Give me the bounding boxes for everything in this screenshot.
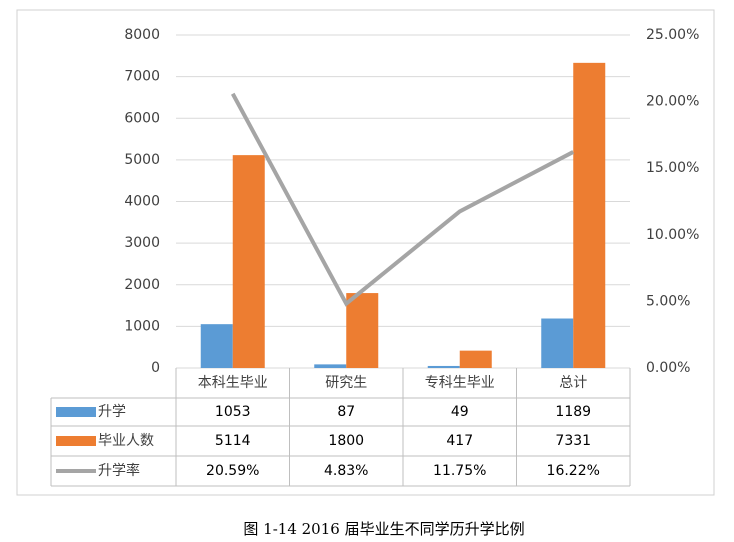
y2-tick-label: 25.00% — [646, 27, 699, 43]
bar — [459, 350, 492, 368]
y-tick-label: 1000 — [124, 318, 160, 334]
y-tick-label: 3000 — [124, 235, 160, 251]
bar — [200, 324, 233, 368]
table-value: 417 — [446, 433, 473, 449]
bar — [346, 293, 379, 368]
x-tick-label: 专科生毕业 — [425, 375, 495, 391]
legend-label: 毕业人数 — [98, 433, 154, 449]
x-tick-label: 本科生毕业 — [198, 375, 268, 391]
bar — [573, 62, 606, 368]
legend-key — [56, 407, 96, 417]
table-value: 7331 — [555, 433, 591, 449]
y2-tick-label: 10.00% — [646, 227, 699, 243]
bar — [232, 155, 265, 368]
table-value: 1800 — [328, 433, 364, 449]
table-value: 49 — [451, 404, 469, 420]
y2-tick-label: 0.00% — [646, 360, 690, 376]
y-tick-label: 0 — [151, 360, 160, 376]
y2-tick-label: 20.00% — [646, 94, 699, 110]
table-value: 87 — [337, 404, 355, 420]
bar — [314, 364, 347, 368]
y-tick-label: 7000 — [124, 69, 160, 85]
legend-label: 升学 — [98, 404, 126, 420]
legend-label: 升学率 — [98, 462, 140, 479]
table-value: 16.22% — [547, 463, 600, 479]
table-value: 1053 — [215, 404, 251, 420]
chart-border — [16, 9, 715, 496]
table-value: 5114 — [215, 433, 251, 449]
table-value: 11.75% — [433, 463, 486, 479]
legend-key — [56, 436, 96, 446]
bar — [541, 318, 574, 368]
bar — [427, 365, 460, 368]
y-tick-label: 5000 — [124, 152, 160, 168]
x-tick-label: 研究生 — [325, 375, 367, 391]
caption: 图 1-14 2016 届毕业生不同学历升学比例 — [243, 520, 524, 538]
line — [230, 92, 575, 307]
y2-tick-label: 5.00% — [646, 293, 690, 309]
y-tick-label: 4000 — [124, 194, 160, 210]
y-tick-label: 2000 — [124, 277, 160, 293]
y-tick-label: 6000 — [124, 110, 160, 126]
x-tick-label: 总计 — [559, 375, 587, 391]
table-value: 4.83% — [324, 463, 368, 479]
y2-tick-label: 15.00% — [646, 160, 699, 176]
y-tick-label: 8000 — [124, 27, 160, 43]
table-value: 1189 — [555, 404, 591, 420]
table-value: 20.59% — [206, 463, 259, 479]
